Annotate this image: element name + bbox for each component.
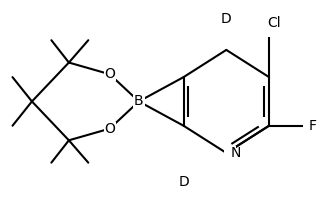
FancyBboxPatch shape <box>133 95 145 108</box>
FancyBboxPatch shape <box>220 19 232 32</box>
Text: B: B <box>134 94 144 109</box>
Text: Cl: Cl <box>267 16 281 30</box>
FancyBboxPatch shape <box>104 67 116 81</box>
Text: D: D <box>221 12 232 26</box>
Text: F: F <box>309 119 317 133</box>
FancyBboxPatch shape <box>303 119 315 132</box>
Text: O: O <box>104 122 115 136</box>
FancyBboxPatch shape <box>104 122 116 135</box>
FancyBboxPatch shape <box>224 146 236 160</box>
Text: N: N <box>230 146 241 160</box>
Text: O: O <box>104 67 115 81</box>
FancyBboxPatch shape <box>178 168 190 182</box>
Text: D: D <box>178 175 189 189</box>
FancyBboxPatch shape <box>263 24 285 37</box>
